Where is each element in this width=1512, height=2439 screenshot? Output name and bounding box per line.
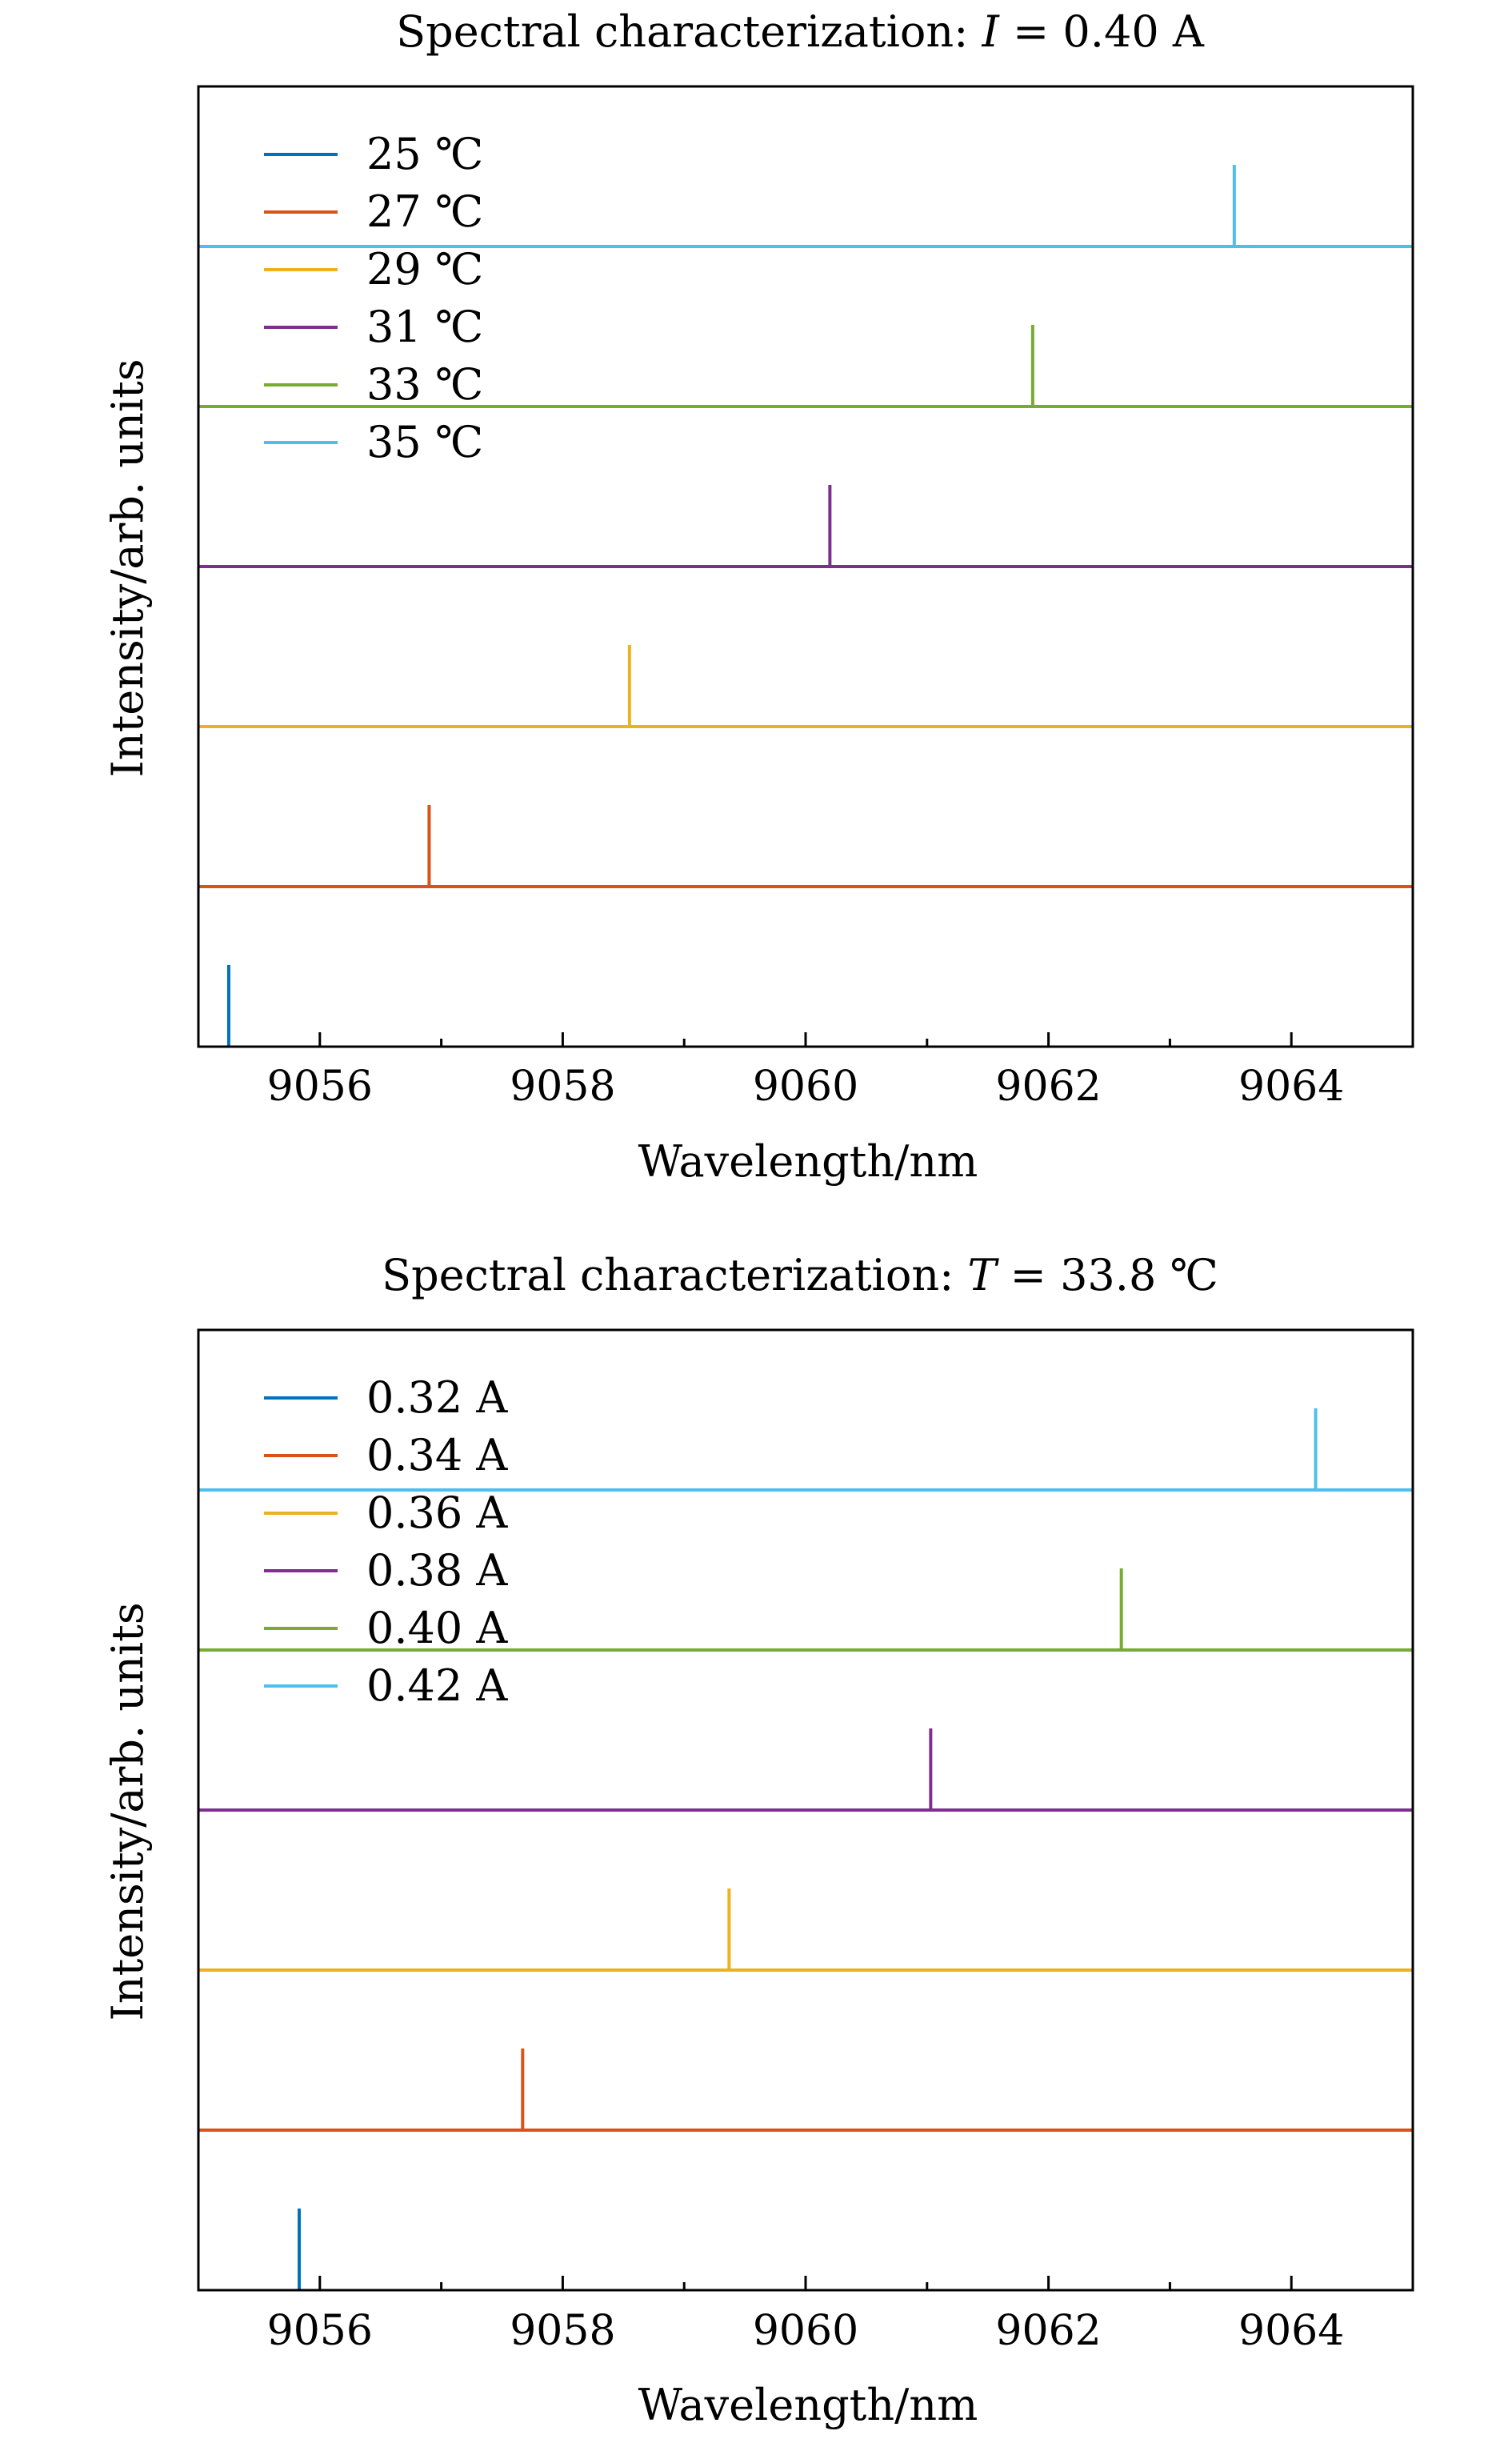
axes-box <box>197 85 1414 1048</box>
plot-area <box>198 1408 1413 2290</box>
plot-area <box>198 165 1413 1047</box>
legend-label: 33 ℃ <box>366 359 483 410</box>
legend-label: 0.32 A <box>366 1372 508 1423</box>
x-tick-label: 9056 <box>267 2307 373 2355</box>
legend-label: 0.34 A <box>366 1430 508 1480</box>
legend: 25 ℃ 27 ℃ 29 ℃ 31 ℃ 33 ℃ 35 ℃ <box>264 129 483 467</box>
x-axis-label: Wavelength/nm <box>638 1136 978 1187</box>
legend-label: 27 ℃ <box>366 186 483 237</box>
legend-label: 0.40 A <box>366 1603 508 1653</box>
chart-panel-current: Spectral characterization: T = 33.8 ℃ In… <box>102 1250 1414 2430</box>
chart-title: Spectral characterization: T = 33.8 ℃ <box>382 1250 1218 1300</box>
x-axis-label: Wavelength/nm <box>638 2380 978 2430</box>
legend: 0.32 A 0.34 A 0.36 A 0.38 A 0.40 A 0.42 A <box>264 1372 508 1711</box>
y-axis-label: Intensity/arb. units <box>102 358 153 777</box>
y-axis-label: Intensity/arb. units <box>102 1602 153 2020</box>
x-tick-labels: 9056 9058 9060 9062 9064 <box>197 1032 1414 1111</box>
x-tick-label: 9058 <box>510 2307 615 2355</box>
chart-title: Spectral characterization: I = 0.40 A <box>396 6 1205 57</box>
legend-label: 0.42 A <box>366 1660 508 1711</box>
legend-label: 35 ℃ <box>366 417 483 467</box>
legend-label: 0.38 A <box>366 1545 508 1596</box>
legend-label: 31 ℃ <box>366 302 483 352</box>
legend-label: 29 ℃ <box>366 244 483 294</box>
chart-panel-temperature: Spectral characterization: I = 0.40 A In… <box>102 6 1414 1187</box>
x-tick-label: 9056 <box>267 1063 373 1111</box>
x-tick-label: 9060 <box>753 1063 858 1111</box>
legend-label: 25 ℃ <box>366 129 483 179</box>
x-tick-label: 9064 <box>1238 1063 1344 1111</box>
axes-box <box>197 1328 1414 2292</box>
x-tick-label: 9064 <box>1238 2307 1344 2355</box>
legend-label: 0.36 A <box>366 1488 508 1538</box>
x-tick-labels: 9056 9058 9060 9062 9064 <box>197 2276 1414 2355</box>
x-tick-label: 9058 <box>510 1063 615 1111</box>
x-tick-label: 9062 <box>995 1063 1101 1111</box>
x-tick-label: 9060 <box>753 2307 858 2355</box>
x-tick-label: 9062 <box>995 2307 1101 2355</box>
